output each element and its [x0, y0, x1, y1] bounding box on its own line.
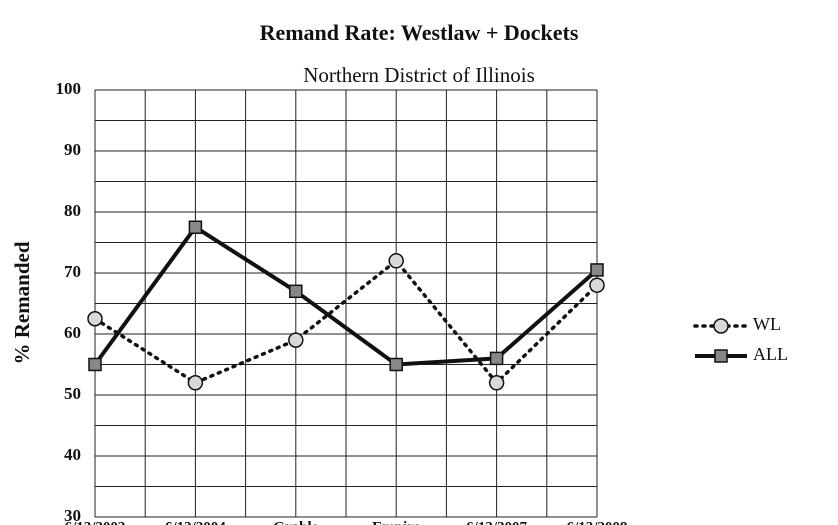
- y-tick-label: 100: [56, 79, 82, 98]
- point: [289, 284, 303, 299]
- y-tick-label: 70: [64, 262, 81, 281]
- point: [489, 351, 504, 366]
- point: [288, 332, 304, 348]
- y-tick-label: 60: [64, 323, 81, 342]
- series-line: [93, 258, 599, 386]
- x-tick-label: 6/13/2003: [65, 519, 126, 525]
- legend-label: ALL: [753, 344, 788, 364]
- y-tick-label: 50: [64, 384, 81, 403]
- x-tick-label: 6/13/2004: [165, 519, 226, 525]
- y-tick-label: 80: [64, 201, 81, 220]
- chart-title: Remand Rate: Westlaw + Dockets: [260, 20, 579, 45]
- legend-label: WL: [753, 314, 781, 334]
- point: [590, 263, 604, 277]
- chart-subtitle: Northern District of Illinois: [303, 63, 535, 87]
- series-line: [93, 224, 599, 367]
- x-tick-label: 6/13/2008: [567, 519, 628, 525]
- legend-marker: [713, 318, 729, 334]
- point: [388, 253, 404, 269]
- y-axis-label: % Remanded: [10, 241, 34, 364]
- point: [88, 357, 102, 372]
- legend-marker: [714, 349, 728, 363]
- y-tick-label: 30: [64, 506, 81, 525]
- point: [187, 375, 204, 391]
- y-tick-label: 90: [64, 140, 81, 159]
- point: [87, 311, 103, 327]
- point: [389, 357, 403, 372]
- point: [589, 277, 605, 293]
- x-tick-label: Empire: [372, 519, 420, 525]
- x-tick-label: 6/13/2007: [466, 519, 527, 525]
- y-tick-label: 40: [64, 445, 81, 464]
- point: [188, 220, 203, 234]
- x-tick-label: Grable: [273, 519, 318, 525]
- point: [488, 375, 505, 391]
